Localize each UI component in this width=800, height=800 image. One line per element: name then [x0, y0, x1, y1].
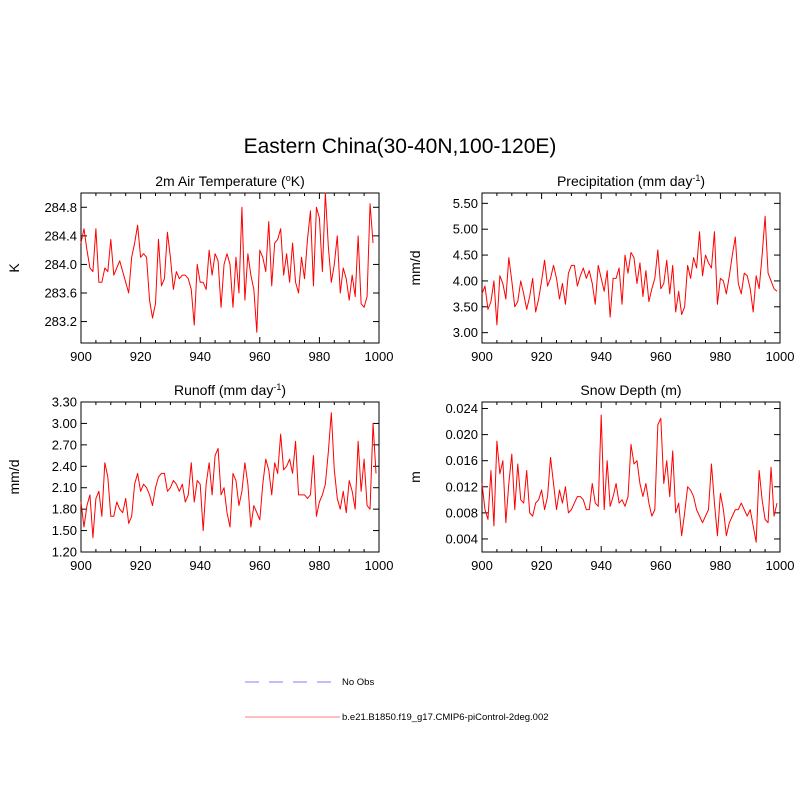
panel-3-xtick-label: 960 — [650, 558, 672, 573]
legend-label-model: b.e21.B1850.f19_g17.CMIP6-piControl-2deg… — [342, 712, 549, 723]
legend-label-no-obs: No Obs — [342, 677, 374, 688]
panel-0-xtick-label: 940 — [189, 349, 211, 364]
panel-0-xtick-label: 1000 — [365, 349, 394, 364]
panel-2-series-line — [80, 412, 377, 539]
panel-3-xtick-label: 920 — [531, 558, 553, 573]
panel-0-ylabel: K — [6, 263, 22, 273]
panel-1-xtick-label: 900 — [471, 349, 493, 364]
panel-2-xtick-label: 960 — [249, 558, 271, 573]
panel-0-ytick-label: 284.8 — [44, 200, 77, 215]
panel-0-ytick-label: 284.4 — [44, 228, 77, 243]
panel-1-ylabel: mm/d — [407, 251, 423, 286]
panel-2-ytick-label: 3.30 — [52, 395, 77, 410]
panel-2-xtick-label: 980 — [309, 558, 331, 573]
panel-0-ytick-label: 283.2 — [44, 314, 77, 329]
panel-1-xtick-label: 1000 — [766, 349, 795, 364]
panel-1-ytick-label: 4.00 — [453, 273, 478, 288]
panel-3-xtick-label: 900 — [471, 558, 493, 573]
panel-1-xtick-label: 940 — [590, 349, 612, 364]
figure-title: Eastern China(30-40N,100-120E) — [244, 135, 557, 158]
panel-1-ytick-label: 5.50 — [453, 196, 478, 211]
panel-precipitation: Precipitation (mm day-1) 900 920 940 960 980 1… — [407, 173, 794, 364]
panel-1-ytick-label: 4.50 — [453, 248, 478, 263]
panel-3-ylabel: m — [407, 471, 423, 483]
panel-3-ytick-label: 0.016 — [445, 453, 478, 468]
panel-0-xtick-label: 960 — [249, 349, 271, 364]
panel-2-ytick-label: 3.00 — [52, 416, 77, 431]
panel-1-xtick-label: 980 — [710, 349, 732, 364]
panel-1-xtick-label: 920 — [531, 349, 553, 364]
panel-2-xtick-label: 940 — [189, 558, 211, 573]
panel-3-ytick-label: 0.004 — [445, 531, 478, 546]
panel-2-xtick-label: 1000 — [365, 558, 394, 573]
panel-2-ytick-label: 2.70 — [52, 437, 77, 452]
panel-2-xtick-label: 920 — [130, 558, 152, 573]
panel-2-ytick-label: 1.20 — [52, 545, 77, 560]
panel-1-title: Precipitation (mm day-1) — [557, 173, 705, 189]
panel-2-ylabel: mm/d — [6, 460, 22, 495]
panel-0-title: 2m Air Temperature (oK) — [155, 173, 304, 189]
panel-0-xtick-label: 900 — [70, 349, 92, 364]
panel-1-ytick-label: 3.00 — [453, 325, 478, 340]
panel-2-ytick-label: 1.50 — [52, 523, 77, 538]
panel-3-xtick-label: 980 — [710, 558, 732, 573]
panel-0-xtick-label: 920 — [130, 349, 152, 364]
panel-2-ytick-label: 2.10 — [52, 480, 77, 495]
panel-air-temperature: 2m Air Temperature (oK) 900 920 940 960 980 10… — [6, 173, 393, 364]
panel-runoff: Runoff (mm day-1) 900 920 940 960 980 1000 1.20… — [6, 382, 393, 573]
panel-3-ytick-label: 0.024 — [445, 401, 478, 416]
panel-3-ytick-label: 0.020 — [445, 427, 478, 442]
panel-0-ytick-label: 283.6 — [44, 286, 77, 301]
panel-0-xtick-label: 980 — [309, 349, 331, 364]
panel-1-xtick-label: 960 — [650, 349, 672, 364]
panel-1-ytick-label: 5.00 — [453, 222, 478, 237]
panel-snow-depth: Snow Depth (m) 900 920 940 960 980 1000 0.004 0.… — [407, 382, 794, 573]
panel-3-xtick-label: 1000 — [766, 558, 795, 573]
panel-1-series-line — [481, 215, 778, 326]
panel-2-ytick-label: 1.80 — [52, 502, 77, 517]
panel-2-ytick-label: 2.40 — [52, 459, 77, 474]
panel-3-title: Snow Depth (m) — [580, 382, 681, 398]
panel-0-series-line — [80, 192, 374, 333]
panel-3-ytick-label: 0.008 — [445, 505, 478, 520]
panel-0-ytick-label: 284.0 — [44, 257, 77, 272]
panel-1-frame — [481, 192, 781, 344]
panel-2-frame — [80, 401, 380, 553]
panel-1-ytick-label: 3.50 — [453, 299, 478, 314]
panel-2-title: Runoff (mm day-1) — [174, 382, 286, 398]
legend: No Obs b.e21.B1850.f19_g17.CMIP6-piContr… — [245, 677, 549, 723]
panel-3-xtick-label: 940 — [590, 558, 612, 573]
panel-3-series-line — [481, 414, 778, 543]
panel-2-xtick-label: 900 — [70, 558, 92, 573]
panel-3-ytick-label: 0.012 — [445, 479, 478, 494]
